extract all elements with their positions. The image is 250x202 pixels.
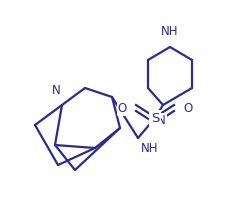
Text: O: O xyxy=(183,101,192,115)
Text: NH: NH xyxy=(141,142,158,155)
Text: S: S xyxy=(151,112,159,124)
Text: N: N xyxy=(52,84,60,97)
Text: NH: NH xyxy=(161,25,179,38)
Text: N: N xyxy=(156,114,166,127)
Text: O: O xyxy=(118,101,127,115)
